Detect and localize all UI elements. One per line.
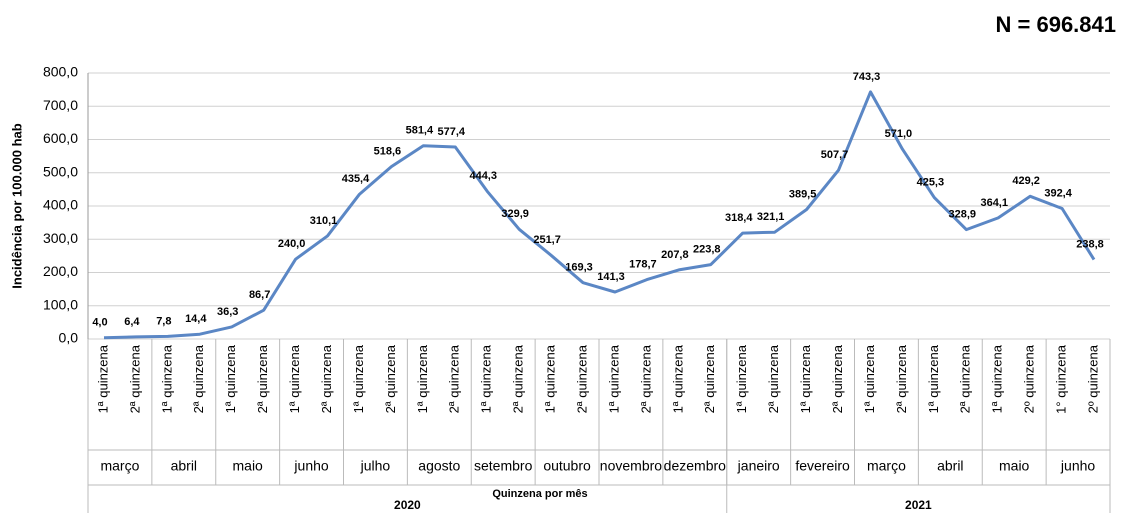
data-label: 36,3 — [217, 306, 238, 318]
y-tick-label: 800,0 — [43, 64, 78, 80]
data-line — [103, 90, 1096, 340]
y-tick-label: 0,0 — [59, 330, 79, 346]
x-tick-label: 1ª quinzena — [734, 344, 749, 413]
month-label: maio — [999, 458, 1030, 474]
x-tick-label: 2ª quinzena — [766, 344, 781, 413]
data-label: 581,4 — [406, 125, 434, 137]
annotation: N = 696.841 — [996, 12, 1116, 37]
data-label: 223,8 — [693, 243, 721, 255]
data-label: 389,5 — [789, 188, 817, 200]
data-label: 207,8 — [661, 249, 689, 261]
x-tick-label: 1ª quinzena — [351, 344, 366, 413]
y-axis-title: Incidência por 100.000 hab — [9, 123, 24, 289]
month-label: junho — [293, 458, 328, 474]
x-tick-label: 1ª quinzena — [415, 344, 430, 413]
x-tick-label: 2ª quinzena — [191, 344, 206, 413]
data-label: 507,7 — [821, 149, 849, 161]
data-label: 240,0 — [278, 238, 306, 250]
x-tick-label: 1ª quinzena — [543, 344, 558, 413]
x-tick-label: 1ª quinzena — [798, 344, 813, 413]
data-label: 743,3 — [853, 71, 881, 83]
data-label: 328,9 — [949, 209, 977, 221]
x-tick-label: 1ª quinzena — [862, 344, 877, 413]
x-tick-label: 1ª quinzena — [95, 344, 110, 413]
month-label: setembro — [474, 458, 533, 474]
y-tick-label: 500,0 — [43, 163, 78, 179]
x-tick-label: 2ª quinzena — [319, 344, 334, 413]
x-tick-label: 1ª quinzena — [606, 344, 621, 413]
month-label: janeiro — [737, 458, 780, 474]
x-tick-label: 2ª quinzena — [383, 344, 398, 413]
x-tick-label: 1ª quinzena — [926, 344, 941, 413]
month-label: dezembro — [664, 458, 726, 474]
x-tick-label: 2ª quinzena — [830, 344, 845, 413]
year-label: 2021 — [905, 498, 932, 512]
data-label: 169,3 — [565, 262, 593, 274]
x-tick-label: 1ª quinzena — [479, 344, 494, 413]
x-tick-label: 2ª quinzena — [638, 344, 653, 413]
month-label: julho — [360, 458, 391, 474]
data-label: 4,0 — [92, 317, 107, 329]
data-label: 518,6 — [374, 145, 402, 157]
data-label: 251,7 — [533, 234, 561, 246]
x-tick-label: 2º quinzena — [1085, 344, 1100, 413]
data-label: 444,3 — [469, 170, 497, 182]
x-tick-label: 1ª quinzena — [159, 344, 174, 413]
x-tick-label: 2ª quinzena — [447, 344, 462, 413]
data-label: 141,3 — [597, 271, 625, 283]
data-label: 178,7 — [629, 258, 657, 270]
x-tick-label: 1ª quinzena — [287, 344, 302, 413]
y-tick-label: 200,0 — [43, 263, 78, 279]
month-label: abril — [937, 458, 963, 474]
data-label: 7,8 — [156, 315, 171, 327]
data-label: 321,1 — [757, 211, 785, 223]
month-label: abril — [171, 458, 197, 474]
data-label: 425,3 — [917, 176, 945, 188]
data-label: 435,4 — [342, 173, 370, 185]
month-label: março — [867, 458, 906, 474]
data-label: 571,0 — [885, 128, 913, 140]
data-label: 318,4 — [725, 212, 753, 224]
data-label: 329,9 — [501, 208, 529, 220]
data-label: 577,4 — [438, 126, 466, 138]
data-label: 364,1 — [980, 197, 1008, 209]
data-label: 6,4 — [124, 316, 140, 328]
x-tick-label: 2ª quinzena — [702, 344, 717, 413]
data-label: 392,4 — [1044, 187, 1072, 199]
x-tick-label: 2ª quinzena — [574, 344, 589, 413]
year-label: 2020 — [394, 498, 421, 512]
x-tick-label: 2ª quinzena — [255, 344, 270, 413]
month-label: outubro — [543, 458, 591, 474]
y-tick-label: 600,0 — [43, 130, 78, 146]
x-tick-label: 2ª quinzena — [958, 344, 973, 413]
x-tick-label: 1ª quinzena — [670, 344, 685, 413]
month-label: agosto — [418, 458, 460, 474]
data-label: 310,1 — [310, 215, 338, 227]
data-label: 14,4 — [185, 313, 207, 325]
x-tick-label: 1ª quinzena — [990, 344, 1005, 413]
data-label: 238,8 — [1076, 239, 1104, 251]
x-tick-label: 2ª quinzena — [894, 344, 909, 413]
month-label: maio — [233, 458, 264, 474]
y-tick-label: 100,0 — [43, 296, 78, 312]
data-label: 429,2 — [1012, 175, 1040, 187]
y-tick-label: 400,0 — [43, 197, 78, 213]
data-label: 86,7 — [249, 289, 270, 301]
month-label: junho — [1060, 458, 1095, 474]
x-axis-title: Quinzena por mês — [492, 488, 587, 500]
y-tick-label: 300,0 — [43, 230, 78, 246]
x-tick-label: 1° quinzena — [1054, 344, 1069, 414]
x-tick-label: 1ª quinzena — [223, 344, 238, 413]
month-label: março — [100, 458, 139, 474]
x-tick-label: 2ª quinzena — [127, 344, 142, 413]
x-tick-label: 2º quinzena — [1022, 344, 1037, 413]
month-label: novembro — [600, 458, 662, 474]
x-tick-label: 2ª quinzena — [511, 344, 526, 413]
month-label: fevereiro — [795, 458, 850, 474]
y-tick-label: 700,0 — [43, 97, 78, 113]
